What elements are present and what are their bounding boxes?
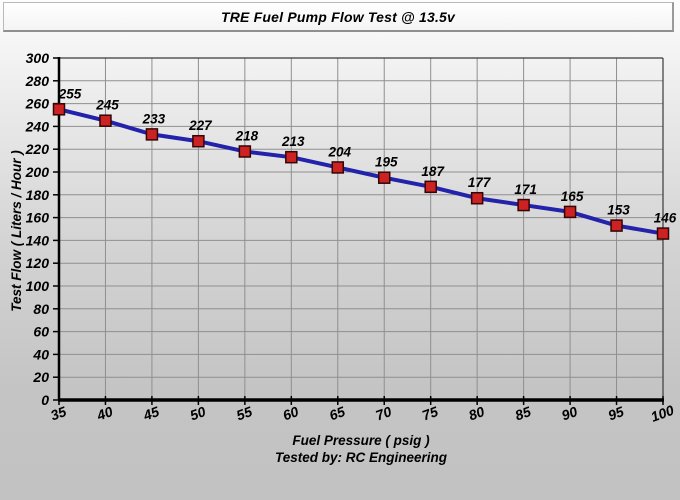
y-tick-label: 280 [25,73,50,89]
data-point-marker [470,191,484,205]
y-tick-label: 160 [26,210,50,226]
data-point-label: 255 [58,86,82,101]
x-tick-label: 70 [373,403,393,423]
data-point-label: 146 [654,211,677,226]
x-tick-label: 40 [94,403,115,424]
y-tick-label: 60 [33,324,49,340]
x-tick-label: 75 [420,403,440,423]
y-tick-label: 20 [32,369,49,385]
chart-title: TRE Fuel Pump Flow Test @ 13.5v [220,8,456,25]
chart-title-bar: TRE Fuel Pump Flow Test @ 13.5v [3,2,674,32]
footer-credit: Tested by: RC Engineering [274,450,448,465]
data-point-marker [377,171,391,184]
data-point-marker [52,103,66,116]
y-tick-label: 80 [33,301,49,317]
data-point-marker [192,134,205,148]
data-point-label: 233 [142,111,166,126]
data-point-marker [145,128,159,141]
x-tick-label: 80 [466,403,486,423]
y-tick-label: 300 [26,50,50,66]
data-point-label: 218 [235,128,259,143]
x-tick-label: 65 [327,403,347,423]
x-tick-label: 85 [513,403,533,423]
y-tick-label: 260 [25,96,50,112]
data-point-marker [331,161,345,174]
data-point-marker [610,219,623,232]
x-tick-label: 35 [48,403,68,423]
y-tick-label: 100 [26,278,50,294]
data-point-label: 213 [281,134,305,149]
data-point-label: 177 [468,175,492,190]
y-axis-title: Test Flow ( Liters / Hour ) [9,150,24,312]
data-point-label: 195 [375,155,398,170]
data-point-label: 227 [188,118,213,133]
y-tick-label: 120 [26,255,50,271]
data-point-marker [238,145,252,158]
data-point-marker [563,205,577,219]
x-tick-label: 90 [559,403,579,423]
data-point-marker [656,227,670,240]
x-tick-label: 55 [234,403,254,423]
data-point-marker [517,198,530,212]
x-tick-label: 95 [606,403,626,423]
data-point-label: 245 [95,98,119,113]
data-point-marker [99,114,112,127]
data-point-label: 171 [514,182,537,197]
data-point-marker [424,180,437,194]
data-point-label: 153 [607,203,630,218]
y-tick-label: 200 [25,164,50,180]
x-tick-label: 100 [649,402,677,425]
y-tick-label: 180 [26,187,50,203]
y-tick-label: 140 [26,232,50,248]
x-tick-label: 45 [140,403,161,424]
data-point-marker [285,150,298,164]
data-point-label: 187 [421,164,445,179]
y-tick-label: 220 [25,141,50,157]
x-axis-title: Fuel Pressure ( psig ) [292,433,430,448]
x-tick-label: 60 [281,403,301,423]
x-tick-label: 50 [188,403,208,423]
data-point-label: 165 [561,189,584,204]
series-line [57,107,665,236]
y-tick-label: 240 [25,118,50,134]
data-point-label: 204 [328,144,352,159]
y-tick-label: 40 [32,346,49,362]
y-tick-label: 0 [41,392,49,408]
